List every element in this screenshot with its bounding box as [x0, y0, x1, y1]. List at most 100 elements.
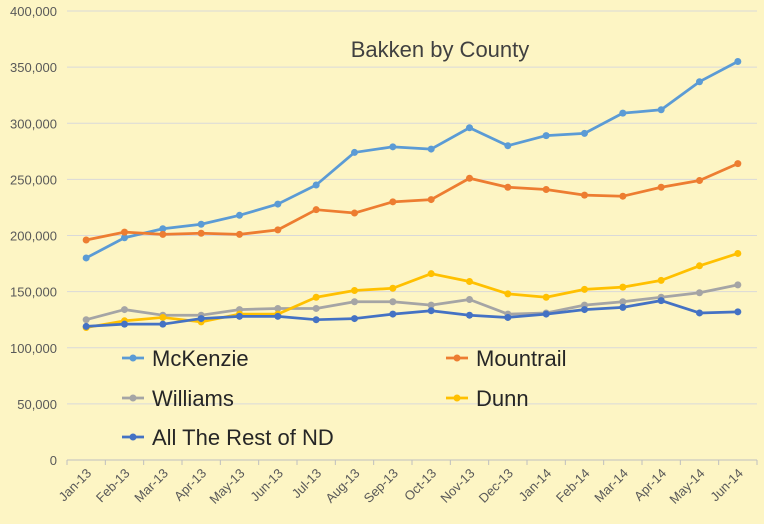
series-line — [84, 60, 740, 260]
y-tick-label: 50,000 — [17, 397, 57, 412]
x-tick-label: Jun-14 — [707, 466, 746, 505]
series-mountrail — [82, 160, 742, 244]
data-point — [427, 270, 435, 278]
data-point — [312, 293, 320, 301]
y-tick-label: 150,000 — [10, 285, 57, 300]
data-point — [581, 306, 588, 314]
x-tick-label: Apr-14 — [631, 466, 669, 504]
data-point — [504, 142, 512, 150]
data-point — [236, 230, 243, 238]
data-point — [734, 160, 742, 168]
legend-entry: Mountrail — [446, 346, 566, 371]
data-point — [466, 295, 473, 303]
data-point — [504, 313, 512, 321]
legend-label: All The Rest of ND — [152, 425, 334, 450]
legend-label: Dunn — [476, 386, 529, 411]
data-point — [82, 322, 90, 330]
series-dunn — [82, 249, 742, 332]
x-tick-label: Mar-13 — [131, 466, 171, 506]
data-point — [121, 306, 128, 314]
data-point — [619, 192, 627, 200]
data-point — [466, 311, 473, 319]
series-lines — [82, 58, 742, 332]
data-point — [159, 230, 167, 238]
legend: McKenzie Mountrail Williams Dunn All The Res… — [122, 346, 566, 450]
x-tick-label: Feb-14 — [553, 466, 593, 506]
data-point — [581, 129, 588, 137]
y-axis: 0 50,000 100,000 150,000 200,000 250,000 300,0… — [10, 4, 57, 468]
gridlines — [67, 10, 757, 405]
data-point — [312, 304, 320, 312]
data-point — [389, 143, 397, 151]
y-tick-label: 400,000 — [10, 4, 57, 19]
data-point — [542, 310, 550, 318]
data-point — [581, 191, 588, 199]
data-point — [351, 298, 358, 306]
x-tick-label: Jul-13 — [289, 466, 325, 502]
series-line — [84, 162, 740, 242]
series-line — [84, 283, 740, 322]
y-tick-label: 300,000 — [10, 116, 57, 131]
y-tick-label: 100,000 — [10, 341, 57, 356]
data-point — [159, 313, 167, 321]
data-point — [427, 307, 435, 315]
legend-entry: Dunn — [446, 386, 529, 411]
data-point — [82, 316, 90, 324]
legend-label: Mountrail — [476, 346, 566, 371]
data-point — [696, 262, 703, 270]
x-tick-label: Aug-13 — [322, 466, 362, 506]
series-mckenzie — [82, 58, 742, 262]
x-tick-label: Jan-13 — [56, 466, 95, 505]
chart-title: Bakken by County — [351, 37, 530, 62]
data-point — [312, 206, 320, 214]
legend-swatch-marker — [453, 354, 461, 362]
legend-swatch-marker — [453, 394, 461, 402]
data-point — [389, 198, 397, 206]
data-point — [351, 209, 358, 217]
data-point — [389, 284, 397, 292]
data-point — [121, 228, 128, 236]
x-tick-label: Mar-14 — [591, 466, 631, 506]
data-point — [312, 181, 320, 189]
x-tick-label: Jan-14 — [516, 466, 555, 505]
data-point — [657, 276, 665, 284]
data-point — [389, 310, 397, 318]
data-point — [542, 132, 550, 140]
data-point — [619, 298, 627, 306]
data-point — [82, 236, 90, 244]
x-tick-label: May-14 — [666, 466, 707, 507]
y-tick-label: 200,000 — [10, 229, 57, 244]
data-point — [274, 304, 282, 312]
x-tick-label: Nov-13 — [437, 466, 477, 506]
data-point — [696, 176, 703, 184]
x-tick-label: Apr-13 — [171, 466, 209, 504]
data-point — [274, 200, 282, 208]
data-point — [312, 316, 320, 324]
data-point — [619, 303, 627, 311]
data-point — [734, 308, 742, 316]
data-point — [389, 298, 397, 306]
x-tick-label: Feb-13 — [93, 466, 133, 506]
data-point — [466, 174, 473, 182]
data-point — [427, 196, 435, 204]
data-point — [734, 281, 742, 289]
data-point — [619, 109, 627, 117]
data-point — [466, 278, 473, 286]
legend-label: Williams — [152, 386, 234, 411]
data-point — [696, 309, 703, 317]
legend-entry: Williams — [122, 386, 234, 411]
series-line — [84, 299, 740, 328]
y-tick-label: 0 — [50, 453, 57, 468]
x-tick-label: Jun-13 — [247, 466, 286, 505]
data-point — [197, 315, 205, 323]
x-tick-label: May-13 — [206, 466, 247, 507]
data-point — [657, 183, 665, 191]
data-point — [351, 148, 358, 156]
data-point — [427, 145, 435, 153]
x-tick-label: Sep-13 — [361, 466, 401, 506]
data-point — [159, 225, 167, 233]
legend-swatch-marker — [129, 354, 137, 362]
data-point — [734, 58, 742, 66]
